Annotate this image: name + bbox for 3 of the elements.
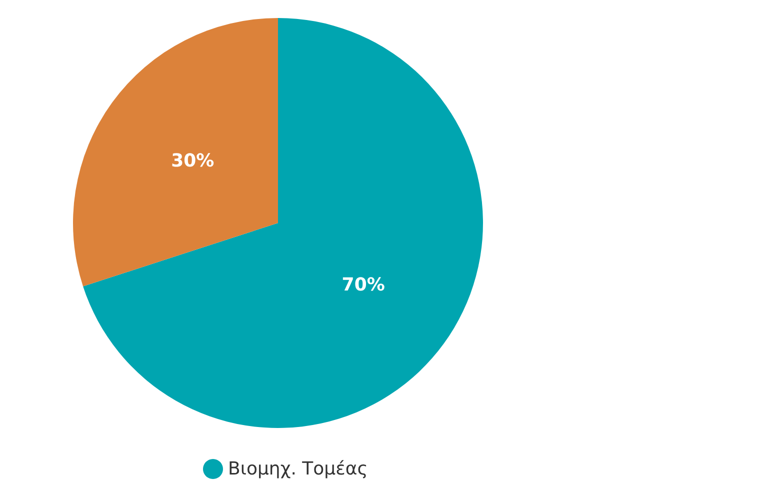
legend-label: Βιομηχ. Τομέας xyxy=(228,458,368,480)
data-label: 30% xyxy=(171,150,214,172)
data-label: 70% xyxy=(342,274,385,296)
